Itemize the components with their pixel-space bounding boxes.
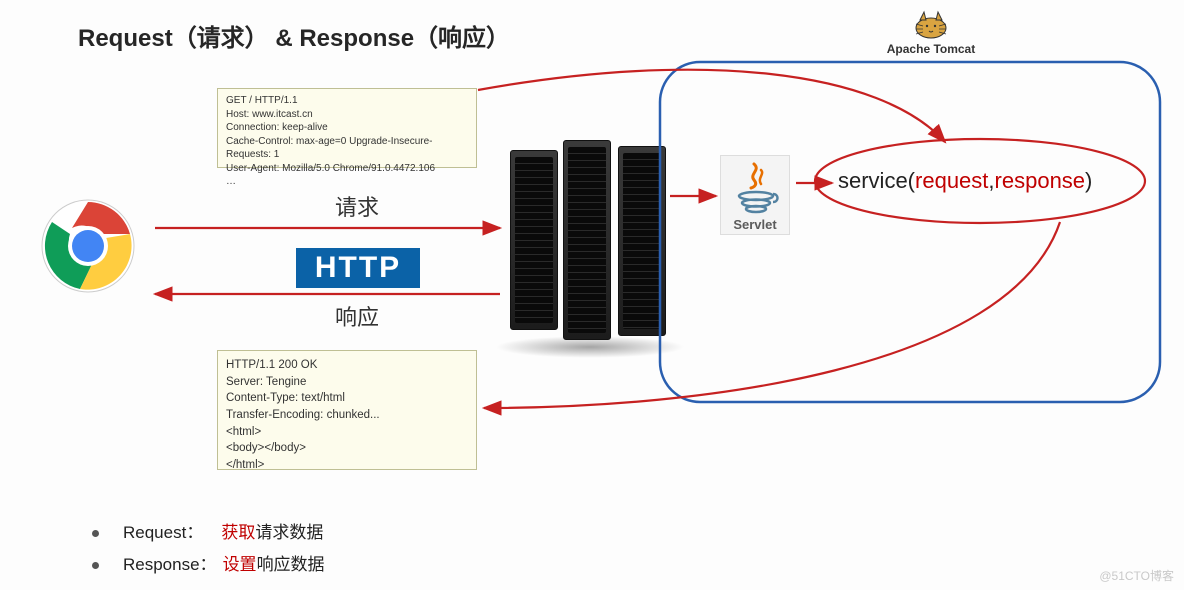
service-prefix: service(	[838, 168, 915, 193]
bullet-red: 获取	[221, 517, 255, 549]
servlet-box: Servlet	[720, 155, 790, 235]
bullet-item: Request： 获取请求数据	[92, 517, 325, 549]
service-suffix: )	[1085, 168, 1092, 193]
resp-line: <body></body>	[226, 440, 468, 457]
bullet-red: 设置	[223, 549, 257, 581]
tomcat-label: Apache Tomcat	[886, 42, 976, 56]
chrome-icon	[40, 198, 136, 294]
http-request-box: GET / HTTP/1.1 Host: www.itcast.cn Conne…	[217, 88, 477, 168]
service-arg1: request	[915, 168, 988, 193]
bullet-list: Request： 获取请求数据 Response： 设置响应数据	[92, 517, 325, 582]
response-label: 响应	[335, 300, 379, 332]
tomcat-icon	[908, 8, 954, 42]
http-response-box: HTTP/1.1 200 OK Server: Tengine Content-…	[217, 350, 477, 470]
service-arg2: response	[995, 168, 1086, 193]
req-line: Cache-Control: max-age=0 Upgrade-Insecur…	[226, 135, 468, 162]
service-method-text: service(request,response)	[838, 168, 1092, 194]
servlet-label: Servlet	[721, 217, 789, 232]
bullet-dot-icon	[92, 562, 99, 569]
bullet-rest: 请求数据	[255, 517, 323, 549]
bullet-item: Response： 设置响应数据	[92, 549, 325, 581]
req-line: Host: www.itcast.cn	[226, 108, 468, 122]
java-icon	[721, 156, 791, 214]
http-badge: HTTP	[296, 248, 420, 288]
req-line: User-Agent: Mozilla/5.0 Chrome/91.0.4472…	[226, 162, 468, 176]
resp-line: </html>	[226, 457, 468, 474]
arrow-requestbox-to-param	[478, 70, 945, 142]
bullet-label: Request：	[123, 517, 203, 549]
resp-line: HTTP/1.1 200 OK	[226, 357, 468, 374]
resp-line: Content-Type: text/html	[226, 390, 468, 407]
request-label: 请求	[335, 190, 379, 222]
server-icon	[510, 140, 670, 350]
resp-line: <html>	[226, 424, 468, 441]
resp-line: Transfer-Encoding: chunked...	[226, 407, 468, 424]
req-line: GET / HTTP/1.1	[226, 94, 468, 108]
bullet-dot-icon	[92, 530, 99, 537]
bullet-rest: 响应数据	[257, 549, 325, 581]
watermark: @51CTO博客	[1099, 567, 1174, 584]
resp-line: Server: Tengine	[226, 374, 468, 391]
page-title: Request（请求） & Response（响应）	[78, 18, 510, 53]
req-line: …	[226, 175, 468, 189]
bullet-label: Response：	[123, 549, 217, 581]
req-line: Connection: keep-alive	[226, 121, 468, 135]
